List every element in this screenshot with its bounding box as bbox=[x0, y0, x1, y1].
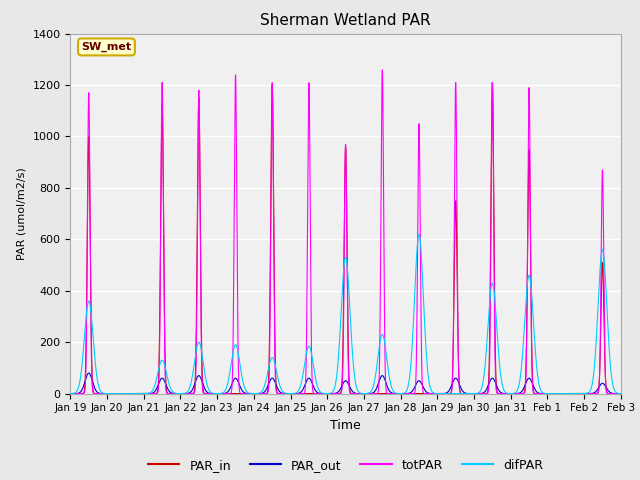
PAR_out bbox=[562, 391, 570, 396]
Title: Sherman Wetland PAR: Sherman Wetland PAR bbox=[260, 13, 431, 28]
Legend: PAR_in, PAR_out, totPAR, difPAR: PAR_in, PAR_out, totPAR, difPAR bbox=[143, 454, 548, 477]
totPAR bbox=[616, 391, 624, 396]
totPAR bbox=[562, 391, 570, 396]
Line: difPAR: difPAR bbox=[70, 234, 621, 394]
difPAR bbox=[469, 391, 477, 396]
difPAR bbox=[617, 391, 625, 396]
difPAR bbox=[67, 391, 74, 396]
difPAR bbox=[616, 391, 624, 396]
PAR_out bbox=[85, 370, 93, 376]
PAR_in bbox=[438, 391, 446, 396]
Y-axis label: PAR (umol/m2/s): PAR (umol/m2/s) bbox=[17, 167, 27, 260]
totPAR bbox=[67, 391, 74, 396]
totPAR bbox=[617, 391, 625, 396]
PAR_in bbox=[500, 391, 508, 396]
difPAR bbox=[500, 388, 508, 394]
Line: totPAR: totPAR bbox=[70, 70, 621, 394]
difPAR bbox=[325, 391, 333, 396]
totPAR bbox=[438, 391, 446, 396]
PAR_out bbox=[617, 391, 625, 396]
difPAR bbox=[166, 382, 173, 388]
PAR_in bbox=[325, 391, 333, 396]
totPAR bbox=[469, 391, 477, 396]
PAR_in bbox=[488, 80, 496, 85]
PAR_in bbox=[67, 391, 74, 396]
difPAR bbox=[439, 391, 447, 396]
Line: PAR_in: PAR_in bbox=[70, 83, 621, 394]
PAR_out bbox=[469, 391, 477, 396]
PAR_out bbox=[67, 391, 74, 396]
PAR_in bbox=[469, 391, 477, 396]
totPAR bbox=[166, 391, 173, 396]
difPAR bbox=[415, 231, 423, 237]
X-axis label: Time: Time bbox=[330, 419, 361, 432]
Text: SW_met: SW_met bbox=[81, 42, 132, 52]
Line: PAR_out: PAR_out bbox=[70, 373, 621, 394]
PAR_out bbox=[438, 391, 446, 396]
PAR_in bbox=[616, 391, 624, 396]
PAR_out bbox=[166, 389, 173, 395]
PAR_in bbox=[617, 391, 625, 396]
PAR_in bbox=[397, 391, 404, 396]
PAR_in bbox=[166, 391, 173, 396]
PAR_out bbox=[325, 391, 333, 396]
difPAR bbox=[122, 391, 129, 396]
PAR_out bbox=[500, 391, 508, 396]
PAR_out bbox=[616, 391, 624, 396]
totPAR bbox=[378, 67, 386, 73]
totPAR bbox=[325, 391, 333, 396]
totPAR bbox=[500, 391, 508, 396]
